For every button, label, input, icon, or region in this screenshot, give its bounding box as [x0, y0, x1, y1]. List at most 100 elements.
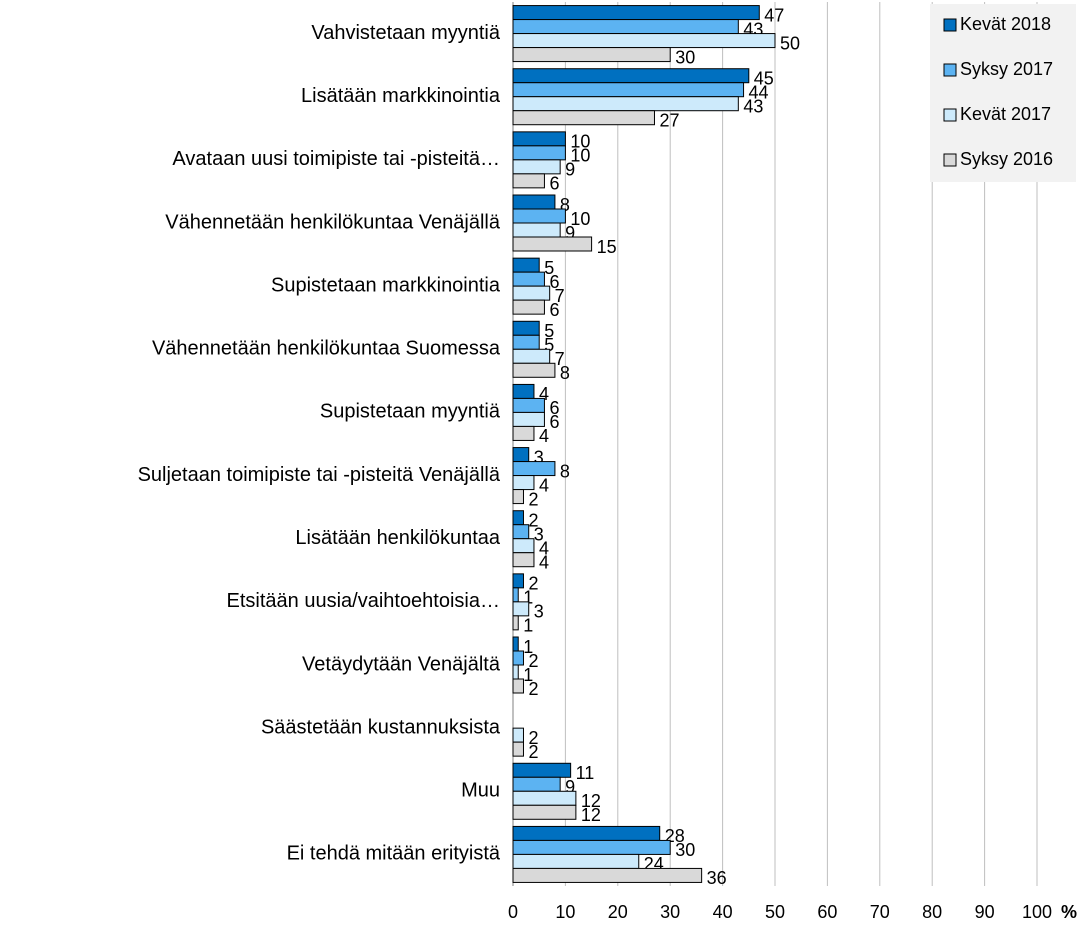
legend-swatch: [943, 18, 957, 32]
bar: [512, 383, 535, 399]
legend-label: Syksy 2017: [960, 59, 1053, 79]
legend: Kevät 2018 Syksy 2017 Kevät 2017 Syksy 2016: [930, 4, 1076, 182]
x-tick-label: 0: [508, 902, 518, 922]
value-label: 1: [523, 588, 533, 608]
x-tick-label: 80: [922, 902, 942, 922]
x-unit: %: [1061, 902, 1077, 922]
bar: [512, 131, 566, 147]
value-label: 7: [555, 286, 565, 306]
value-label: 10: [570, 132, 590, 152]
bar: [512, 650, 524, 666]
value-label: 2: [528, 651, 538, 671]
value-label: 1: [523, 665, 533, 685]
value-label: 6: [549, 398, 559, 418]
bar: [512, 776, 561, 792]
legend-label: Kevät 2017: [960, 104, 1051, 124]
value-label: 11: [576, 763, 595, 783]
bar: [512, 587, 519, 603]
value-label: 6: [549, 412, 559, 432]
bar: [512, 601, 530, 617]
legend-swatch: [943, 108, 957, 122]
bar: [512, 285, 551, 301]
bar: [512, 334, 540, 350]
value-label: 45: [754, 68, 774, 88]
y-tick-label: Säästetään kustannuksista: [261, 716, 501, 738]
value-label: 6: [549, 300, 559, 320]
x-tick-label: 10: [555, 902, 575, 922]
x-tick-label: 50: [765, 902, 785, 922]
bar: [512, 538, 535, 554]
x-tick-label: 40: [713, 902, 733, 922]
value-label: 36: [707, 868, 727, 888]
bar: [512, 678, 524, 694]
x-tick-label: 30: [660, 902, 680, 922]
y-tick-label: Vetäydytään Venäjältä: [302, 653, 501, 675]
value-label: 5: [544, 335, 554, 355]
value-label: 3: [534, 447, 544, 467]
bar: [512, 664, 519, 680]
value-label: 2: [528, 742, 538, 762]
y-tick-label: Ei tehdä mitään erityistä: [287, 843, 501, 865]
value-label: 12: [581, 791, 601, 811]
value-label: 44: [749, 82, 769, 102]
y-tick-label: Supistetaan markkinointia: [271, 274, 501, 296]
x-tick-label: 60: [817, 902, 837, 922]
x-tick-label: 90: [975, 902, 995, 922]
bar: [512, 727, 524, 743]
bar: [512, 524, 530, 540]
value-label: 2: [528, 489, 538, 509]
bar: [512, 110, 655, 126]
bar: [512, 762, 572, 778]
value-label: 10: [570, 209, 590, 229]
bar: [512, 552, 535, 568]
bar: [512, 257, 540, 273]
bar: [512, 68, 750, 84]
value-label: 12: [581, 805, 601, 825]
bar: [512, 194, 556, 210]
y-tick-label: Supistetaan myyntiä: [320, 401, 501, 423]
bar: [512, 741, 524, 757]
x-tick-label: 20: [608, 902, 628, 922]
bar: [512, 867, 703, 883]
legend-box: [930, 4, 1076, 182]
value-label: 2: [528, 728, 538, 748]
bar: [512, 461, 556, 477]
value-label: 1: [523, 637, 533, 657]
value-label: 15: [597, 237, 617, 257]
bar: [512, 47, 671, 63]
bar: [512, 804, 577, 820]
value-label: 30: [675, 840, 695, 860]
bar: [512, 447, 530, 463]
bar: [512, 573, 524, 589]
value-label: 4: [539, 384, 549, 404]
bar: [512, 362, 556, 378]
bar: [512, 299, 545, 315]
y-tick-label: Lisätään henkilökuntaa: [295, 527, 500, 549]
bar: [512, 96, 739, 112]
bar: [512, 425, 535, 441]
bar: [512, 173, 545, 189]
value-label: 3: [534, 602, 544, 622]
bar: [512, 320, 540, 336]
bar: [512, 411, 545, 427]
value-label: 6: [549, 174, 559, 194]
bar: [512, 397, 545, 413]
value-label: 4: [539, 538, 549, 558]
bar: [512, 145, 566, 161]
y-tick-label: Lisätään markkinointia: [301, 85, 501, 107]
x-tick-label: 70: [870, 902, 890, 922]
legend-swatch: [943, 153, 957, 167]
value-label: 43: [743, 96, 763, 116]
value-label: 3: [534, 524, 544, 544]
value-label: 8: [560, 461, 570, 481]
value-label: 5: [544, 258, 554, 278]
y-tick-label: Avataan uusi toimipiste tai -pisteitä…: [172, 148, 500, 170]
bar: [512, 790, 577, 806]
y-tick-label: Vähennetään henkilökuntaa Suomessa: [152, 338, 501, 360]
value-label: 7: [555, 349, 565, 369]
bar: [512, 510, 524, 526]
bar: [512, 236, 593, 252]
bar: [512, 853, 640, 869]
bar: [512, 636, 519, 652]
